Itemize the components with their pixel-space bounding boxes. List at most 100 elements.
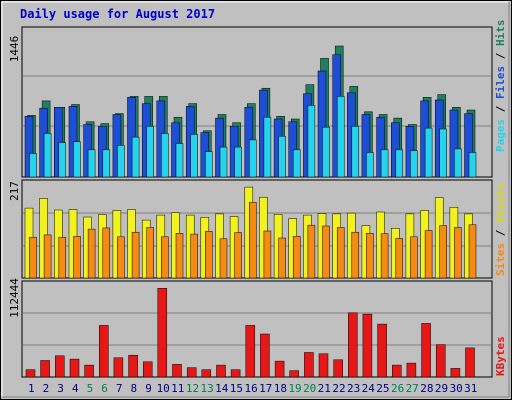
pages-bar-2 bbox=[43, 133, 52, 178]
pages-bar-5 bbox=[87, 149, 96, 178]
x-tick-label-day-8: 8 bbox=[130, 382, 137, 395]
kbytes-bar-26 bbox=[392, 364, 402, 378]
sites-bar-25 bbox=[380, 233, 389, 279]
x-tick-label-day-16: 16 bbox=[244, 382, 257, 395]
x-tick-label-day-14: 14 bbox=[215, 382, 229, 395]
kbytes-bar-1 bbox=[25, 369, 36, 378]
pages-bar-17 bbox=[263, 116, 272, 178]
sites-bar-10 bbox=[161, 236, 169, 279]
x-tick-label-day-27: 27 bbox=[406, 382, 419, 395]
pages-bar-19 bbox=[292, 149, 301, 178]
y-tick-hits-max: 1446 bbox=[8, 36, 21, 63]
bar-marks bbox=[24, 45, 477, 378]
x-tick-label-day-1: 1 bbox=[28, 382, 35, 395]
sites-bar-9 bbox=[146, 227, 154, 279]
files-bar-21 bbox=[317, 70, 327, 178]
kbytes-bar-19 bbox=[289, 370, 299, 378]
x-tick-label-day-31: 31 bbox=[464, 382, 477, 395]
pages-bar-12 bbox=[190, 134, 198, 178]
kbytes-bar-5 bbox=[84, 364, 94, 378]
kbytes-bar-22 bbox=[333, 359, 343, 378]
x-tick-label-day-15: 15 bbox=[230, 382, 243, 395]
pages-bar-8 bbox=[131, 136, 140, 178]
pages-bar-25 bbox=[380, 149, 389, 178]
sites-bar-26 bbox=[395, 238, 404, 279]
kbytes-bar-9 bbox=[142, 361, 153, 378]
kbytes-bar-15 bbox=[230, 369, 241, 378]
sites-bar-18 bbox=[278, 237, 286, 279]
sites-bar-8 bbox=[131, 231, 140, 279]
sites-bar-31 bbox=[468, 224, 477, 279]
kbytes-bar-10 bbox=[157, 288, 168, 378]
pages-bar-7 bbox=[117, 145, 125, 178]
x-tick-label-day-10: 10 bbox=[157, 382, 170, 395]
sites-bar-11 bbox=[175, 233, 184, 279]
sites-bar-14 bbox=[219, 238, 228, 279]
pages-bar-30 bbox=[454, 148, 462, 178]
sites-bar-15 bbox=[234, 232, 242, 279]
legend-sep-1: / bbox=[494, 99, 507, 119]
sites-bar-30 bbox=[454, 227, 462, 279]
pages-bar-16 bbox=[249, 139, 257, 178]
sites-bar-7 bbox=[117, 236, 125, 279]
sites-bar-21 bbox=[322, 225, 330, 279]
sites-bar-22 bbox=[336, 227, 345, 279]
sites-bar-5 bbox=[87, 228, 96, 279]
files-bar-25 bbox=[376, 116, 385, 178]
pages-bar-27 bbox=[410, 150, 418, 178]
x-tick-label-day-2: 2 bbox=[43, 382, 50, 395]
sites-bar-1 bbox=[29, 236, 37, 279]
pages-bar-11 bbox=[175, 143, 184, 178]
x-tick-label-day-20: 20 bbox=[303, 382, 316, 395]
pages-bar-20 bbox=[307, 105, 316, 178]
kbytes-bar-3 bbox=[55, 355, 65, 378]
pages-bar-28 bbox=[424, 127, 433, 178]
legend-sep-2: / bbox=[494, 46, 507, 66]
legend-sites: Sites bbox=[494, 243, 507, 276]
legend-visits-sites: Sites / Visits bbox=[494, 183, 507, 276]
kbytes-bar-4 bbox=[69, 358, 80, 378]
sites-bar-17 bbox=[263, 230, 272, 279]
sites-bar-12 bbox=[190, 233, 198, 279]
pages-bar-24 bbox=[366, 152, 374, 178]
kbytes-bar-24 bbox=[362, 313, 373, 378]
pages-bar-13 bbox=[205, 151, 213, 178]
kbytes-bar-8 bbox=[128, 354, 138, 378]
files-bar-30 bbox=[449, 109, 459, 178]
kbytes-bar-2 bbox=[40, 360, 50, 378]
pages-bar-23 bbox=[351, 126, 360, 178]
sites-bar-13 bbox=[205, 231, 213, 279]
x-tick-label-day-28: 28 bbox=[420, 382, 433, 395]
pages-bar-31 bbox=[468, 152, 477, 178]
sites-bar-16 bbox=[249, 202, 257, 279]
sites-bar-23 bbox=[351, 231, 360, 279]
pages-bar-14 bbox=[219, 146, 228, 178]
x-tick-label-day-30: 30 bbox=[450, 382, 463, 395]
pages-bar-9 bbox=[146, 126, 154, 178]
x-tick-label-day-6: 6 bbox=[101, 382, 108, 395]
kbytes-bar-31 bbox=[465, 347, 475, 378]
files-bar-24 bbox=[361, 114, 371, 178]
kbytes-bar-30 bbox=[450, 368, 461, 378]
kbytes-bar-14 bbox=[216, 364, 226, 378]
y-tick-visits-max: 217 bbox=[8, 181, 21, 201]
x-tick-label-day-22: 22 bbox=[332, 382, 345, 395]
x-tick-label-day-23: 23 bbox=[347, 382, 360, 395]
x-tick-label-day-11: 11 bbox=[171, 382, 184, 395]
x-tick-label-day-5: 5 bbox=[87, 382, 94, 395]
pages-bar-1 bbox=[29, 153, 37, 178]
sites-bar-19 bbox=[292, 236, 301, 279]
pages-bar-29 bbox=[439, 128, 447, 178]
chart-title: Daily usage for August 2017 bbox=[20, 7, 215, 21]
x-tick-label-day-13: 13 bbox=[200, 382, 213, 395]
pages-bar-15 bbox=[234, 146, 242, 178]
x-axis-day-labels: 1 2 3 4 5 6 7 8 9 10 11 12 13 14 15 16 17 18 19 20 21 22 23 24 2… bbox=[28, 382, 477, 395]
kbytes-bar-20 bbox=[304, 352, 314, 378]
pages-bar-18 bbox=[278, 135, 286, 178]
sites-bar-4 bbox=[73, 236, 81, 279]
x-tick-label-day-9: 9 bbox=[145, 382, 152, 395]
kbytes-bar-13 bbox=[201, 369, 212, 378]
legend-hits-files-pages: Pages / Files / Hits bbox=[494, 20, 507, 153]
